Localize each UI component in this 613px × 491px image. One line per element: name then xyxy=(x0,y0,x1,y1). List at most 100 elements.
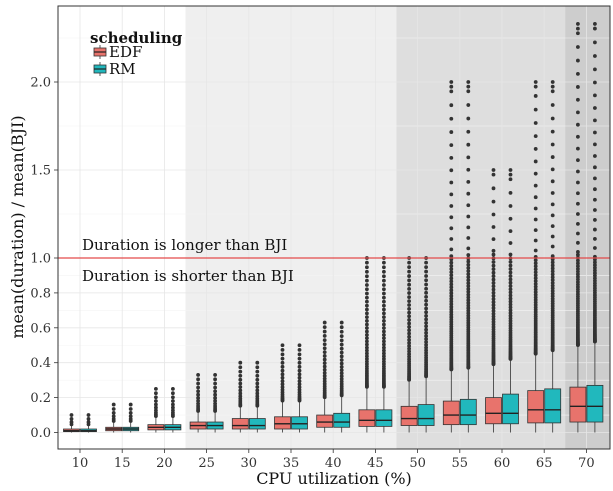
outlier-point xyxy=(449,279,454,284)
outlier-point xyxy=(449,288,454,293)
outlier-point xyxy=(466,298,471,303)
outlier-point xyxy=(491,260,496,264)
outlier-point xyxy=(593,237,597,241)
outlier-point xyxy=(424,310,428,315)
outlier-point xyxy=(449,130,454,134)
outlier-point xyxy=(213,399,218,403)
box-body xyxy=(316,414,334,428)
outlier-point xyxy=(576,31,580,36)
outlier-point xyxy=(382,351,386,356)
outlier-point xyxy=(466,287,471,291)
outlier-point xyxy=(407,287,411,291)
outlier-point xyxy=(280,352,285,357)
outlier-point xyxy=(171,405,175,410)
box-edf-35 xyxy=(274,343,291,433)
outlier-point xyxy=(576,212,580,216)
outlier-point xyxy=(466,80,471,84)
outlier-point xyxy=(491,308,496,313)
outlier-point xyxy=(466,278,471,283)
outlier-point xyxy=(466,281,471,286)
outlier-point xyxy=(297,372,302,377)
outlier-point xyxy=(128,417,133,421)
outlier-point xyxy=(533,159,538,164)
outlier-point xyxy=(508,229,513,234)
outlier-point xyxy=(322,320,327,325)
outlier-point xyxy=(280,360,285,365)
outlier-point xyxy=(382,311,386,316)
y-axis-title: mean(duration) / mean(BJI) xyxy=(8,115,27,338)
outlier-point xyxy=(213,392,218,397)
outlier-point xyxy=(365,303,369,308)
outlier-point xyxy=(407,306,411,311)
outlier-point xyxy=(407,299,411,303)
outlier-point xyxy=(154,408,158,413)
outlier-point xyxy=(533,284,538,289)
x-tick-label: 35 xyxy=(283,456,300,471)
outlier-point xyxy=(449,294,454,298)
outlier-point xyxy=(550,89,555,94)
outlier-point xyxy=(449,254,454,258)
outlier-point xyxy=(550,84,555,89)
outlier-point xyxy=(382,299,386,304)
outlier-point xyxy=(280,379,285,383)
box-body xyxy=(544,388,562,424)
outlier-point xyxy=(322,367,327,372)
outlier-point xyxy=(280,382,285,387)
outlier-point xyxy=(491,287,496,292)
outlier-point xyxy=(576,97,580,102)
outlier-point xyxy=(424,269,428,274)
outlier-point xyxy=(213,377,218,382)
outlier-point xyxy=(508,293,513,298)
box-body xyxy=(248,418,266,430)
outlier-point xyxy=(491,297,496,301)
outlier-point xyxy=(593,271,597,275)
outlier-point xyxy=(69,413,74,417)
x-tick-label: 40 xyxy=(325,456,342,471)
x-axis-title: CPU utilization (%) xyxy=(256,469,412,488)
outlier-point xyxy=(576,261,580,266)
outlier-point xyxy=(171,399,175,403)
outlier-point xyxy=(508,168,513,172)
outlier-point xyxy=(407,295,411,300)
box-body xyxy=(569,386,587,423)
outlier-point xyxy=(466,269,471,273)
outlier-point xyxy=(280,372,285,377)
outlier-point xyxy=(154,391,158,396)
outlier-point xyxy=(128,407,133,411)
outlier-point xyxy=(382,307,386,312)
outlier-point xyxy=(593,197,597,202)
shaded-region xyxy=(565,6,610,449)
outlier-point xyxy=(533,276,538,281)
outlier-point xyxy=(407,310,411,315)
shaded-regions xyxy=(185,6,610,449)
outlier-point xyxy=(576,240,580,245)
outlier-point xyxy=(576,258,580,263)
outlier-point xyxy=(339,377,344,381)
outlier-point xyxy=(407,318,411,322)
outlier-point xyxy=(280,343,285,348)
outlier-point xyxy=(280,375,285,380)
x-tick-label: 20 xyxy=(156,456,173,471)
outlier-point xyxy=(424,324,428,329)
outlier-point xyxy=(449,89,454,94)
outlier-point xyxy=(576,201,580,206)
outlier-point xyxy=(533,279,538,283)
outlier-point xyxy=(491,306,496,310)
outlier-point xyxy=(550,129,555,134)
outlier-point xyxy=(593,260,597,265)
outlier-point xyxy=(466,253,471,257)
outlier-point xyxy=(407,321,411,326)
outlier-point xyxy=(280,368,285,373)
outlier-point xyxy=(255,365,260,370)
box-edf-20 xyxy=(147,386,165,433)
x-tick-label: 45 xyxy=(367,456,384,471)
outlier-point xyxy=(491,274,496,279)
outlier-point xyxy=(491,294,496,298)
outlier-point xyxy=(424,282,428,287)
outlier-point xyxy=(382,357,386,361)
outlier-point xyxy=(550,280,555,285)
outlier-point xyxy=(424,298,428,303)
outlier-point xyxy=(491,317,496,322)
x-tick-label: 10 xyxy=(72,456,89,471)
